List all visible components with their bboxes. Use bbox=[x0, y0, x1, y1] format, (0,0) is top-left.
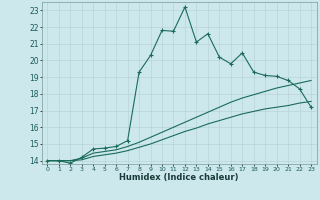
X-axis label: Humidex (Indice chaleur): Humidex (Indice chaleur) bbox=[119, 173, 239, 182]
